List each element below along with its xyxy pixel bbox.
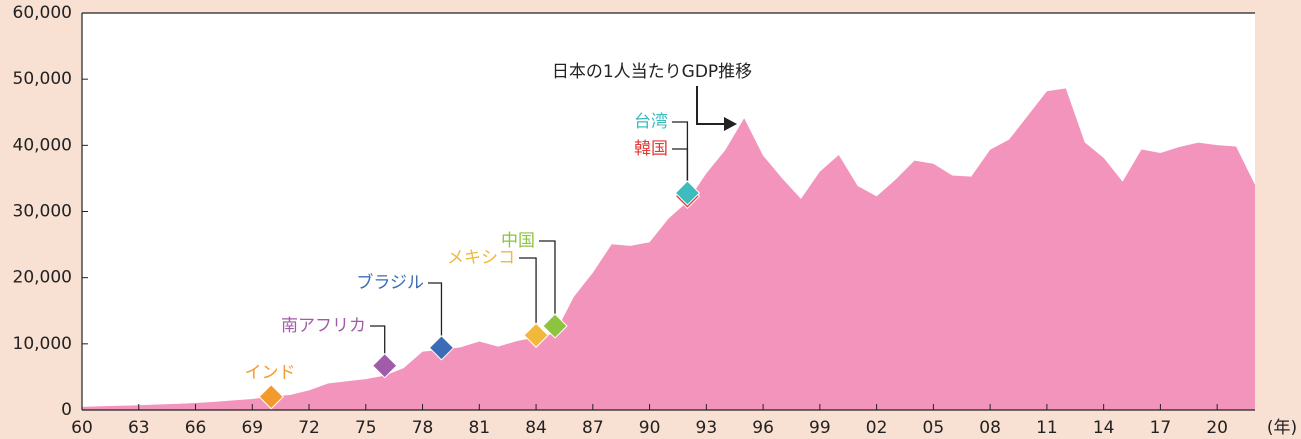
x-tick-label: 84: [525, 418, 547, 438]
x-tick-label: 78: [412, 418, 434, 438]
marker: [428, 335, 455, 361]
x-tick-label: 11: [1036, 418, 1058, 438]
annotation-arrow: [696, 86, 727, 125]
x-tick-label: 14: [1093, 418, 1115, 438]
leader-line: [539, 240, 556, 314]
x-tick-label: 81: [468, 418, 490, 438]
annotation-arrowhead: [724, 117, 737, 131]
y-tick-label: 50,000: [13, 69, 72, 89]
marker: [674, 180, 701, 206]
y-tick-label: 30,000: [13, 202, 72, 222]
x-axis-label: (年): [1267, 418, 1297, 438]
x-tick-label: 93: [696, 418, 718, 438]
marker: [372, 352, 398, 379]
marker-label: 台湾: [634, 112, 668, 132]
marker-label: インド: [245, 363, 296, 383]
leader-line: [519, 257, 537, 324]
marker-label: ブラジル: [356, 272, 424, 293]
x-tick-label: 63: [128, 418, 150, 438]
y-tick-label: 20,000: [13, 268, 72, 288]
marker-label: メキシコ: [447, 248, 515, 268]
y-tick-label: 10,000: [13, 334, 72, 354]
x-tick-label: 20: [1206, 418, 1228, 438]
x-tick-label: 75: [355, 418, 377, 438]
area: [82, 88, 1255, 410]
y-tick-label: 0: [61, 400, 72, 420]
x-tick-label: 08: [979, 418, 1001, 438]
x-tick-label: 17: [1150, 418, 1172, 438]
marker-label: 中国: [501, 231, 535, 251]
x-tick-label: 69: [241, 418, 263, 438]
marker-label: 南アフリカ: [281, 316, 366, 336]
x-tick-label: 87: [582, 418, 604, 438]
x-tick-label: 96: [752, 418, 774, 438]
marker: [258, 384, 284, 410]
annotation: 日本の1人当たりGDP推移: [552, 62, 752, 82]
leader-line: [428, 282, 443, 336]
x-tick-label: 66: [185, 418, 207, 438]
x-tick-label: 02: [866, 418, 888, 438]
marker: [542, 313, 568, 339]
leader-line: [672, 121, 689, 181]
marker-label: 韓国: [634, 139, 668, 159]
x-tick-label: 72: [298, 418, 320, 438]
x-tick-label: 99: [809, 418, 831, 438]
x-tick-label: 90: [639, 418, 661, 438]
leader-line: [370, 325, 386, 354]
y-tick-label: 60,000: [13, 3, 72, 23]
y-tick-label: 40,000: [13, 135, 72, 155]
marker: [523, 322, 549, 348]
x-tick-label: 60: [71, 418, 93, 438]
x-tick-label: 05: [923, 418, 945, 438]
